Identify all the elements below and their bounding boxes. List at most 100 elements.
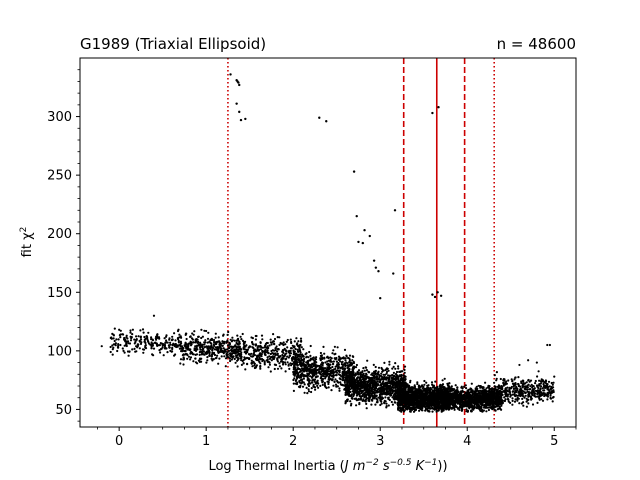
- data-point: [404, 407, 408, 410]
- data-point: [182, 347, 185, 350]
- data-point: [378, 378, 381, 381]
- data-point: [298, 348, 301, 351]
- data-point: [217, 350, 220, 353]
- data-point: [403, 365, 407, 368]
- data-point: [348, 354, 352, 357]
- data-point: [427, 398, 430, 401]
- data-point: [321, 364, 324, 367]
- data-point: [354, 379, 357, 382]
- data-point: [218, 357, 221, 360]
- data-point: [189, 356, 193, 359]
- data-point: [204, 341, 207, 344]
- data-point: [302, 348, 305, 351]
- data-point: [341, 379, 344, 382]
- data-point: [216, 346, 219, 349]
- data-point: [352, 388, 355, 391]
- data-point: [371, 384, 374, 387]
- data-point: [357, 384, 360, 387]
- data-point: [343, 381, 346, 384]
- data-point: [299, 359, 302, 362]
- data-point: [315, 361, 318, 364]
- data-point: [388, 363, 391, 366]
- data-point: [251, 346, 254, 349]
- data-point: [236, 342, 239, 345]
- data-point: [156, 334, 159, 337]
- data-point: [422, 403, 425, 406]
- data-point: [272, 353, 275, 356]
- data-point: [270, 359, 273, 362]
- data-point: [197, 340, 200, 343]
- data-point: [331, 352, 334, 355]
- data-point: [205, 345, 208, 348]
- data-point: [407, 400, 410, 403]
- data-point: [391, 367, 394, 370]
- data-point: [240, 351, 243, 354]
- data-point: [419, 397, 422, 400]
- data-point: [404, 394, 407, 397]
- data-point: [194, 349, 198, 352]
- data-point: [158, 344, 161, 347]
- data-point: [295, 372, 298, 375]
- data-point: [435, 409, 439, 412]
- data-point: [180, 342, 183, 345]
- data-point: [413, 384, 416, 387]
- data-point: [290, 357, 293, 360]
- data-point: [330, 389, 333, 392]
- data-point: [320, 370, 323, 373]
- data-point: [264, 344, 267, 347]
- data-point: [259, 352, 262, 355]
- data-point: [355, 404, 358, 407]
- data-point: [150, 341, 153, 344]
- data-point: [400, 375, 403, 378]
- data-point: [131, 333, 134, 336]
- data-point: [386, 384, 389, 387]
- data-point: [313, 385, 316, 389]
- data-point: [377, 396, 380, 399]
- data-point: [413, 387, 416, 390]
- data-point: [394, 367, 397, 370]
- data-point: [366, 359, 369, 362]
- data-point: [384, 373, 387, 376]
- data-point: [357, 376, 360, 379]
- data-point: [203, 329, 206, 332]
- data-point: [179, 345, 182, 348]
- data-point: [174, 343, 177, 346]
- data-point: [293, 365, 296, 368]
- data-point: [233, 339, 236, 342]
- data-point: [312, 383, 315, 386]
- data-point: [467, 389, 470, 393]
- data-point: [251, 337, 254, 340]
- data-point: [166, 351, 169, 354]
- data-point: [230, 353, 233, 356]
- data-point: [391, 403, 394, 406]
- data-point: [314, 382, 317, 385]
- data-point: [410, 386, 414, 389]
- data-point: [431, 410, 434, 413]
- data-point: [394, 392, 397, 395]
- data-point: [390, 377, 393, 380]
- data-point: [291, 359, 294, 362]
- data-point: [432, 391, 435, 394]
- data-point: [221, 344, 224, 347]
- data-point: [243, 342, 246, 345]
- data-point: [332, 360, 335, 363]
- data-point: [142, 351, 145, 354]
- data-point: [349, 382, 352, 385]
- data-point: [110, 337, 113, 340]
- data-point: [207, 345, 210, 348]
- data-point: [418, 386, 421, 389]
- data-point: [123, 344, 126, 347]
- data-point: [326, 366, 329, 369]
- data-point: [245, 344, 248, 347]
- data-point: [243, 348, 246, 351]
- data-point: [361, 384, 364, 387]
- data-point: [278, 365, 281, 368]
- data-point: [300, 357, 303, 360]
- data-point: [391, 392, 394, 395]
- data-point: [324, 361, 327, 364]
- data-point: [226, 344, 230, 347]
- data-point: [125, 334, 128, 337]
- data-point: [331, 369, 334, 372]
- data-point: [181, 350, 184, 353]
- data-point: [171, 335, 174, 338]
